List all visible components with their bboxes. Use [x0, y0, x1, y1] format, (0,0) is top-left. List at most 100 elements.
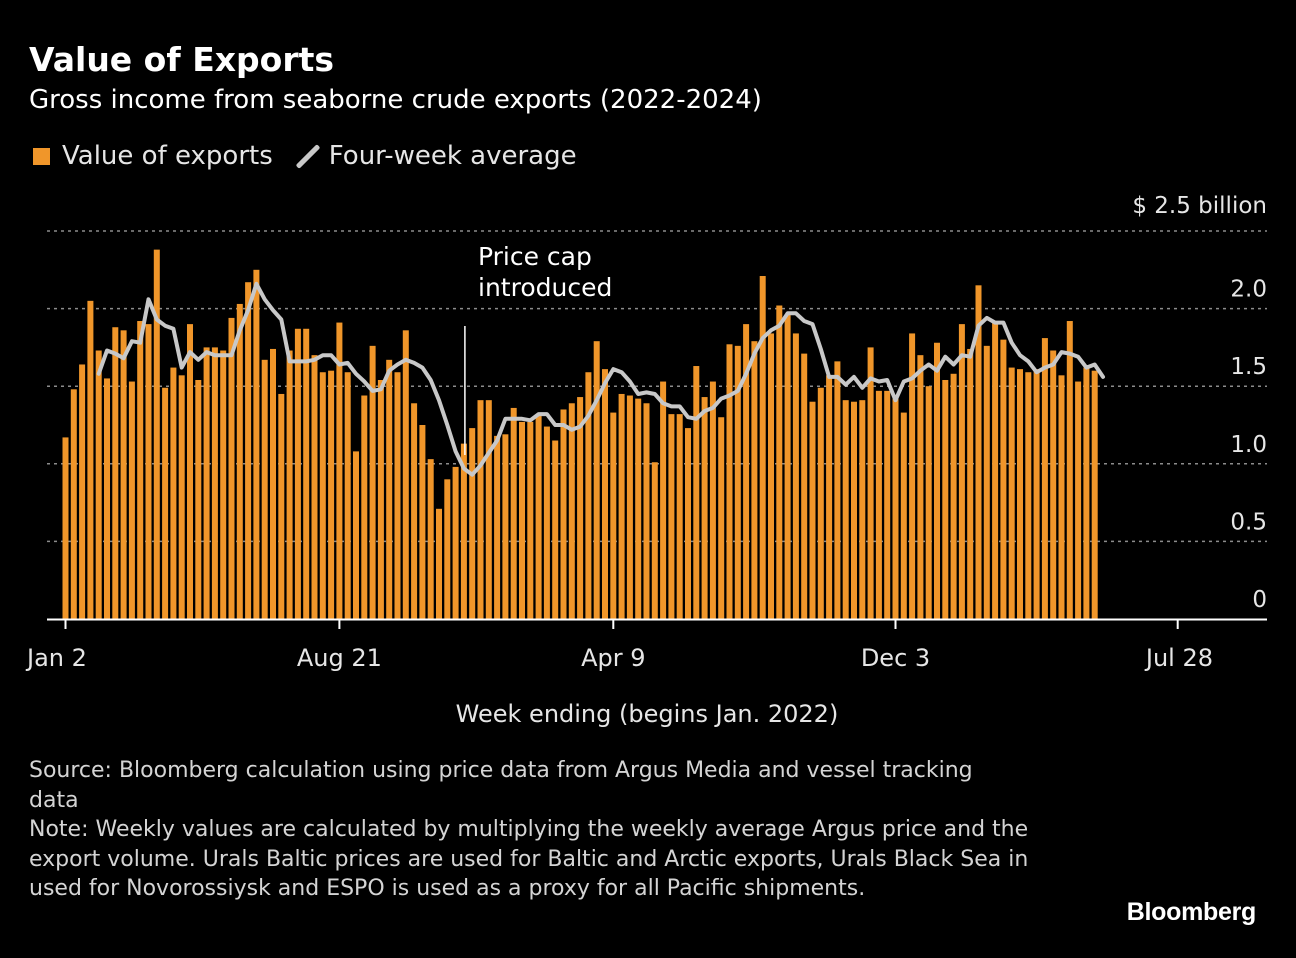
bar	[519, 421, 525, 619]
bar	[427, 459, 434, 619]
bar	[942, 379, 949, 619]
bloomberg-logo: Bloomberg	[1126, 898, 1257, 926]
bar	[444, 479, 451, 619]
bar	[635, 398, 642, 619]
bar	[128, 381, 135, 619]
bar	[460, 443, 467, 619]
bar	[884, 390, 891, 619]
bar	[693, 366, 700, 619]
x-tick-label: Jul 28	[1144, 644, 1213, 672]
bar	[701, 397, 708, 619]
bar	[535, 414, 542, 619]
bar	[734, 345, 741, 619]
bar	[577, 397, 584, 619]
bar	[278, 393, 285, 619]
bar	[983, 345, 990, 619]
bar	[859, 400, 866, 619]
footer: Source: Bloomberg calculation using pric…	[29, 756, 1029, 904]
bar	[485, 400, 492, 619]
bar	[1008, 367, 1015, 619]
bar	[1033, 369, 1040, 619]
bar	[104, 378, 110, 619]
bar	[303, 328, 310, 619]
bar	[510, 407, 517, 619]
bar	[792, 333, 799, 619]
bar	[867, 347, 874, 619]
bar	[568, 403, 575, 619]
bar	[925, 386, 932, 619]
bar	[1075, 381, 1082, 619]
four-week-average-line	[96, 281, 1105, 477]
bar	[394, 372, 401, 619]
bar	[892, 398, 899, 619]
bar	[1017, 369, 1023, 619]
bar	[817, 387, 824, 619]
bar	[743, 324, 750, 619]
bar	[900, 412, 907, 619]
bar	[294, 328, 301, 619]
bar	[112, 327, 119, 619]
bar	[270, 348, 276, 619]
bar	[120, 330, 127, 619]
bar	[1058, 375, 1065, 619]
x-tick-label: Jan 2	[25, 644, 87, 672]
legend-bar-label: Value of exports	[62, 141, 273, 171]
bar	[1083, 367, 1090, 619]
bar	[477, 400, 484, 619]
bar	[261, 359, 268, 619]
bar	[311, 355, 318, 619]
y-axis: 0 0.5 1.0 1.5 2.0 $ 2.5 billion	[1132, 193, 1267, 613]
annotation-text: Price cap	[478, 242, 592, 271]
x-tick-label: Dec 3	[861, 644, 930, 672]
bar	[1025, 372, 1032, 619]
bar	[195, 379, 202, 619]
bar	[419, 425, 426, 619]
bar	[228, 317, 235, 619]
bar	[751, 341, 758, 619]
bar	[178, 375, 185, 619]
bar	[1066, 321, 1073, 619]
bar	[319, 372, 326, 619]
bar	[651, 462, 658, 619]
bar	[402, 330, 409, 619]
bar	[1000, 339, 1007, 619]
y-tick-label: 1.0	[1230, 432, 1267, 458]
bar	[784, 314, 791, 619]
bar	[593, 341, 600, 619]
bar	[626, 395, 633, 619]
bar	[411, 403, 418, 619]
bar	[560, 409, 567, 619]
bar	[851, 401, 857, 619]
bar	[1050, 350, 1057, 619]
bar	[801, 353, 808, 619]
bar	[377, 379, 384, 619]
bar	[469, 428, 476, 619]
bar	[768, 333, 774, 619]
bar	[709, 381, 716, 619]
bar	[187, 324, 193, 619]
bar	[95, 350, 102, 619]
bar	[153, 249, 160, 619]
x-tick-label: Apr 9	[581, 644, 645, 672]
bar	[602, 369, 608, 619]
legend: Value of exports Four-week average	[33, 141, 577, 171]
bar	[842, 400, 849, 619]
bar	[361, 395, 368, 619]
bar	[436, 508, 442, 619]
bar	[610, 412, 617, 619]
bar	[452, 466, 459, 619]
bar	[875, 390, 882, 619]
bar	[668, 414, 675, 619]
bar	[809, 401, 816, 619]
bar	[236, 303, 243, 619]
bar	[253, 269, 260, 619]
bar	[328, 370, 335, 619]
bar	[245, 282, 252, 619]
line-series	[96, 281, 1105, 477]
bar-series	[62, 249, 1098, 619]
bar	[87, 300, 94, 619]
bar	[967, 348, 974, 619]
bar	[386, 359, 393, 619]
bar	[718, 417, 725, 619]
